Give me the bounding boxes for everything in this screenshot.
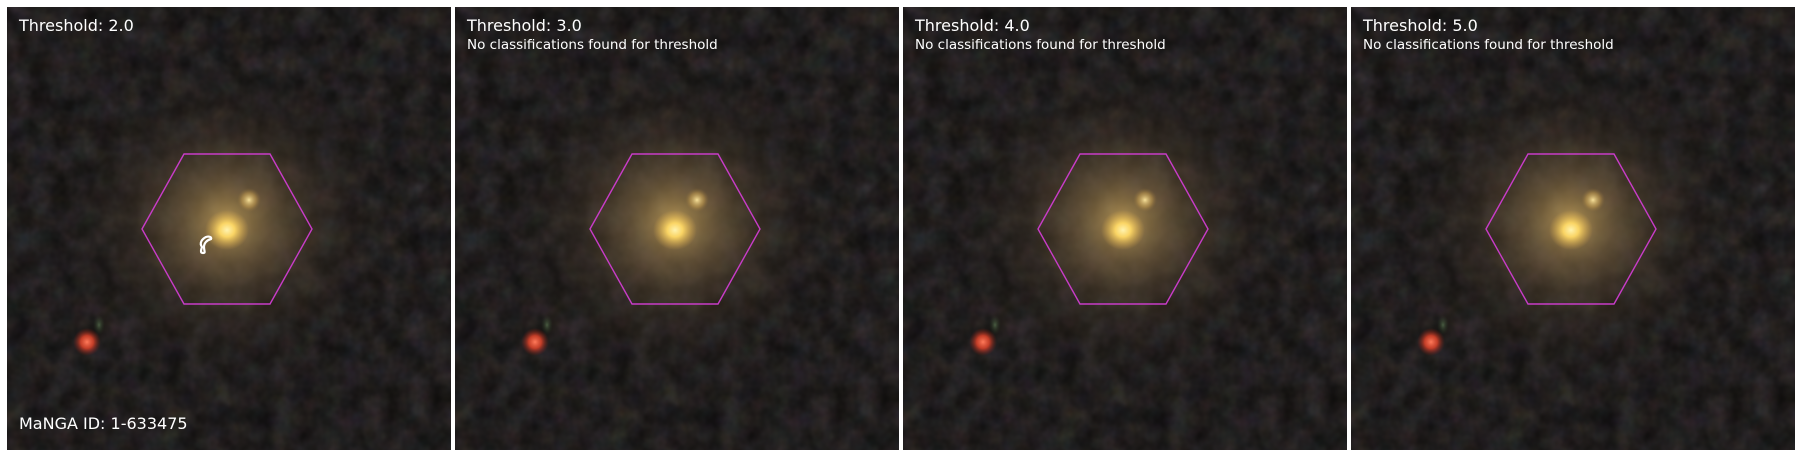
classification-contour <box>199 235 213 255</box>
galaxy-image <box>455 7 899 450</box>
ifu-hexagon <box>141 153 313 305</box>
panel-threshold-3: Threshold: 3.0 No classifications found … <box>455 7 899 450</box>
manga-id-label: MaNGA ID: 1-633475 <box>19 414 188 433</box>
galaxy-image <box>903 7 1347 450</box>
panel-threshold-5: Threshold: 5.0 No classifications found … <box>1351 7 1795 450</box>
panel-title: Threshold: 3.0 <box>467 16 582 35</box>
galaxy-image <box>7 7 451 450</box>
panel-title: Threshold: 2.0 <box>19 16 134 35</box>
panel-title: Threshold: 5.0 <box>1363 16 1478 35</box>
panel-title: Threshold: 4.0 <box>915 16 1030 35</box>
panel-threshold-4: Threshold: 4.0 No classifications found … <box>903 7 1347 450</box>
panel-status-message: No classifications found for threshold <box>915 37 1166 53</box>
panel-status-message: No classifications found for threshold <box>467 37 718 53</box>
ifu-hexagon <box>589 153 761 305</box>
ifu-hexagon <box>1485 153 1657 305</box>
galaxy-image <box>1351 7 1795 450</box>
ifu-hexagon <box>1037 153 1209 305</box>
panel-threshold-2: Threshold: 2.0 MaNGA ID: 1-633475 <box>7 7 451 450</box>
panel-status-message: No classifications found for threshold <box>1363 37 1614 53</box>
